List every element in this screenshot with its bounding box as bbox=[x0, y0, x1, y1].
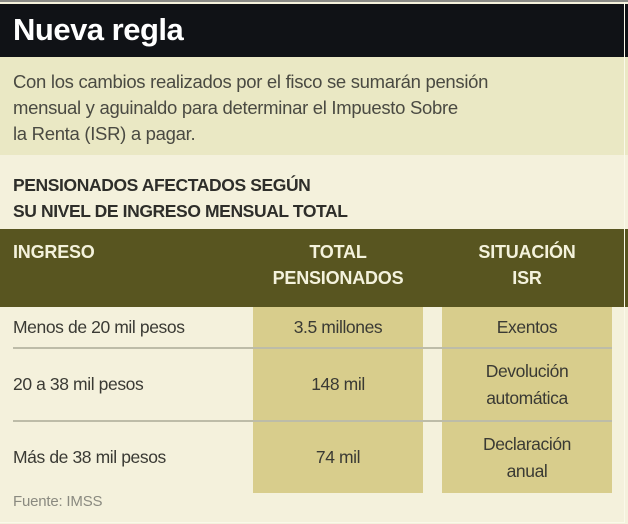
title-bar: Nueva regla bbox=[0, 4, 628, 57]
cell-ingreso: 20 a 38 mil pesos bbox=[13, 374, 144, 394]
table-row: Más de 38 mil pesos 74 mil Declaración a… bbox=[0, 422, 628, 493]
cell-total-pensionados: 3.5 millones bbox=[293, 316, 383, 337]
row-divider bbox=[13, 347, 612, 349]
source-note: Fuente: IMSS bbox=[13, 493, 103, 510]
cell-total-pensionados: 74 mil bbox=[315, 447, 361, 467]
header-line: TOTAL bbox=[309, 242, 367, 262]
table-row: Menos de 20 mil pesos 3.5 millones Exent… bbox=[0, 307, 628, 347]
cell-situacion-isr: Declaración anual bbox=[442, 422, 612, 493]
cell-text: Exentos bbox=[496, 316, 558, 337]
row-divider bbox=[13, 420, 612, 422]
cell-total-pensionados: 148 mil bbox=[311, 374, 365, 394]
cell-ingreso: Más de 38 mil pesos bbox=[13, 447, 166, 467]
column-band-total bbox=[253, 307, 423, 493]
intro-box: Con los cambios realizados por el fisco … bbox=[0, 57, 628, 155]
table-row: 20 a 38 mil pesos 148 mil Devolución aut… bbox=[0, 349, 628, 420]
intro-text: Con los cambios realizados por el fisco … bbox=[13, 69, 613, 147]
table-subtitle: PENSIONADOS AFECTADOS SEGÚN SU NIVEL DE … bbox=[13, 172, 348, 224]
cell-line: Devolución bbox=[485, 360, 569, 381]
cell-line: Declaración bbox=[482, 433, 571, 454]
intro-line: la Renta (ISR) a pagar. bbox=[13, 123, 196, 144]
header-line: ISR bbox=[512, 268, 542, 288]
subtitle-line: PENSIONADOS AFECTADOS SEGÚN bbox=[13, 175, 311, 195]
column-band-situacion bbox=[442, 307, 612, 493]
intro-line: mensual y aguinaldo para determinar el I… bbox=[13, 97, 458, 118]
cell-line: automática bbox=[486, 387, 568, 408]
header-line: SITUACIÓN bbox=[478, 242, 576, 262]
column-header-total-pensionados: TOTAL PENSIONADOS bbox=[253, 239, 423, 291]
table-header: INGRESO TOTAL PENSIONADOS SITUACIÓN ISR bbox=[0, 229, 628, 307]
cell-line: anual bbox=[506, 460, 548, 481]
intro-line: Con los cambios realizados por el fisco … bbox=[13, 71, 489, 92]
cell-ingreso: Menos de 20 mil pesos bbox=[13, 316, 185, 337]
subtitle-line: SU NIVEL DE INGRESO MENSUAL TOTAL bbox=[13, 201, 348, 221]
cell-situacion-isr: Devolución automática bbox=[442, 349, 612, 420]
column-header-ingreso: INGRESO bbox=[13, 242, 95, 262]
header-line: PENSIONADOS bbox=[272, 268, 404, 288]
cell-situacion-isr: Exentos bbox=[442, 307, 612, 347]
column-header-situacion-isr: SITUACIÓN ISR bbox=[442, 239, 612, 291]
cell-text: Devolución automática bbox=[486, 358, 569, 412]
cell-text: Declaración anual bbox=[483, 431, 571, 485]
page-title: Nueva regla bbox=[13, 12, 184, 47]
